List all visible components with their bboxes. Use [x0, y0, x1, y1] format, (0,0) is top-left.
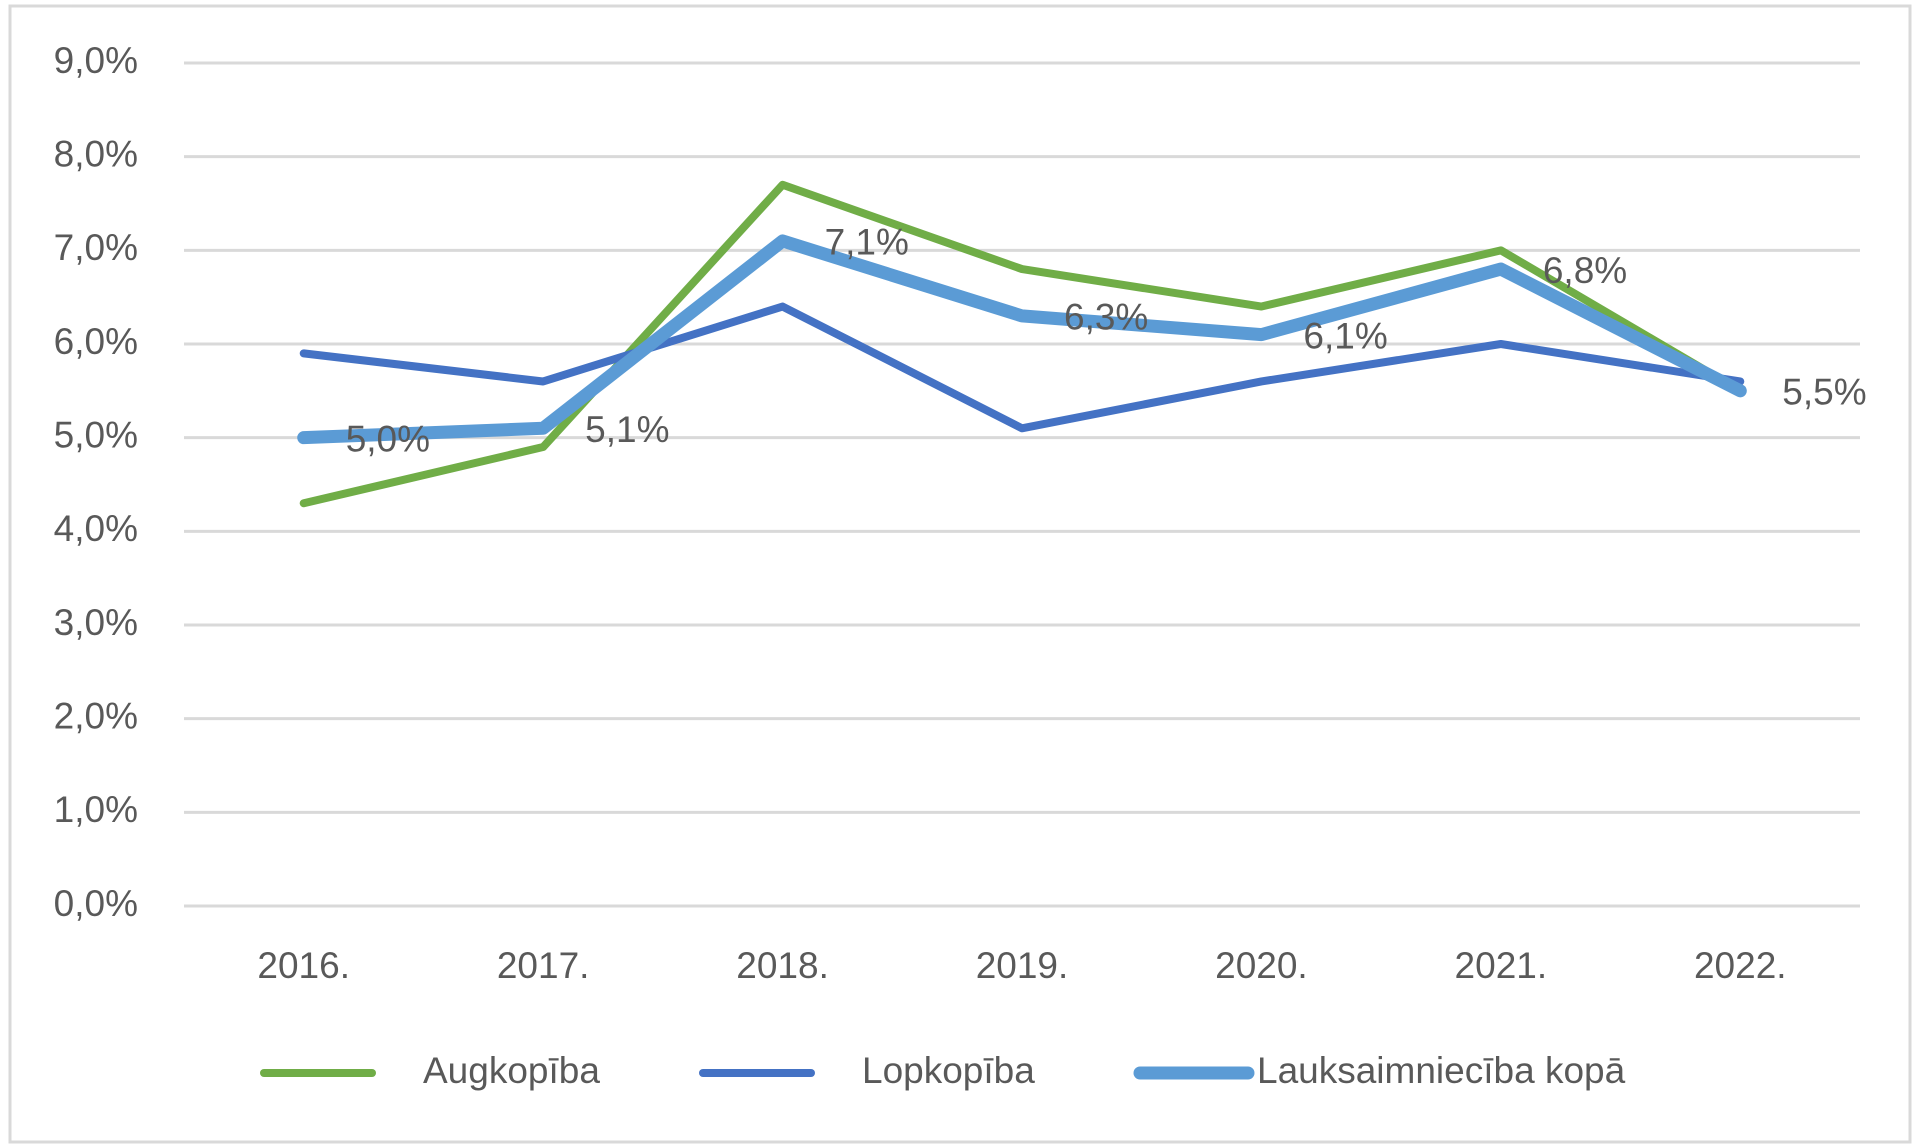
data-label: 6,8% — [1543, 250, 1627, 291]
x-tick-label: 2021. — [1455, 945, 1548, 986]
y-tick-label: 8,0% — [54, 133, 138, 174]
legend-label: Lauksaimniecība kopā — [1257, 1050, 1626, 1091]
y-tick-label: 3,0% — [54, 602, 138, 643]
data-label: 5,5% — [1782, 372, 1866, 413]
x-tick-label: 2016. — [257, 945, 350, 986]
series-line — [299, 180, 1745, 508]
data-label: 6,3% — [1064, 297, 1148, 338]
legend-label: Lopkopība — [862, 1050, 1035, 1091]
series-line — [299, 302, 1745, 433]
x-tick-label: 2019. — [976, 945, 1069, 986]
legend-label: Augkopība — [423, 1050, 600, 1091]
y-tick-label: 2,0% — [54, 695, 138, 736]
x-tick-label: 2020. — [1215, 945, 1308, 986]
y-tick-label: 9,0% — [54, 40, 138, 81]
chart-border — [8, 4, 1912, 1144]
x-tick-label: 2018. — [736, 945, 829, 986]
x-tick-label: 2022. — [1694, 945, 1787, 986]
data-label: 5,1% — [585, 409, 669, 450]
data-label: 5,0% — [346, 418, 430, 459]
data-label: 7,1% — [825, 222, 909, 263]
data-label: 6,1% — [1303, 315, 1387, 356]
y-tick-label: 5,0% — [54, 414, 138, 455]
y-tick-label: 4,0% — [54, 508, 138, 549]
series-line — [297, 234, 1747, 445]
y-tick-label: 1,0% — [54, 789, 138, 830]
y-tick-label: 0,0% — [54, 883, 138, 924]
y-tick-label: 6,0% — [54, 321, 138, 362]
y-tick-label: 7,0% — [54, 227, 138, 268]
x-tick-label: 2017. — [497, 945, 590, 986]
